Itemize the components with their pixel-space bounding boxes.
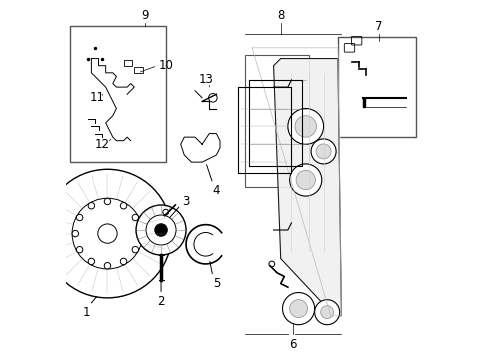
Circle shape <box>104 198 111 204</box>
Text: 3: 3 <box>182 195 190 208</box>
Circle shape <box>104 262 111 269</box>
Circle shape <box>43 169 172 298</box>
Bar <box>245 55 309 187</box>
Text: 5: 5 <box>213 277 220 290</box>
Text: 2: 2 <box>157 295 165 308</box>
Circle shape <box>295 116 317 137</box>
Circle shape <box>155 224 167 236</box>
Text: 11: 11 <box>89 91 104 104</box>
Circle shape <box>321 306 334 319</box>
Circle shape <box>315 300 340 325</box>
Polygon shape <box>234 44 345 323</box>
Circle shape <box>136 230 143 237</box>
Circle shape <box>283 293 315 325</box>
Circle shape <box>132 247 139 253</box>
Circle shape <box>72 230 78 237</box>
Circle shape <box>311 139 336 164</box>
Circle shape <box>98 224 117 243</box>
Circle shape <box>209 94 217 102</box>
Text: 1: 1 <box>82 306 90 319</box>
Circle shape <box>132 214 139 221</box>
Bar <box>134 67 143 73</box>
Circle shape <box>290 164 322 196</box>
Circle shape <box>316 144 331 159</box>
Text: 9: 9 <box>141 9 149 22</box>
Circle shape <box>296 170 316 190</box>
Circle shape <box>88 203 95 209</box>
Circle shape <box>290 300 308 318</box>
Circle shape <box>76 247 83 253</box>
Bar <box>123 60 132 66</box>
Circle shape <box>136 205 186 255</box>
Circle shape <box>88 258 95 265</box>
Circle shape <box>269 261 275 267</box>
Circle shape <box>163 209 169 215</box>
Text: 7: 7 <box>375 20 383 33</box>
Circle shape <box>72 198 143 269</box>
Text: 4: 4 <box>213 184 220 197</box>
Bar <box>338 37 416 137</box>
Text: 13: 13 <box>198 73 213 86</box>
Text: 8: 8 <box>277 9 284 22</box>
Text: 12: 12 <box>95 138 110 151</box>
Text: 6: 6 <box>290 338 297 351</box>
Circle shape <box>146 215 176 245</box>
Text: 10: 10 <box>159 59 174 72</box>
Bar <box>70 26 167 162</box>
Bar <box>363 98 365 107</box>
Circle shape <box>288 109 323 144</box>
Polygon shape <box>273 59 342 316</box>
Circle shape <box>121 258 127 265</box>
Circle shape <box>121 203 127 209</box>
Circle shape <box>76 214 83 221</box>
